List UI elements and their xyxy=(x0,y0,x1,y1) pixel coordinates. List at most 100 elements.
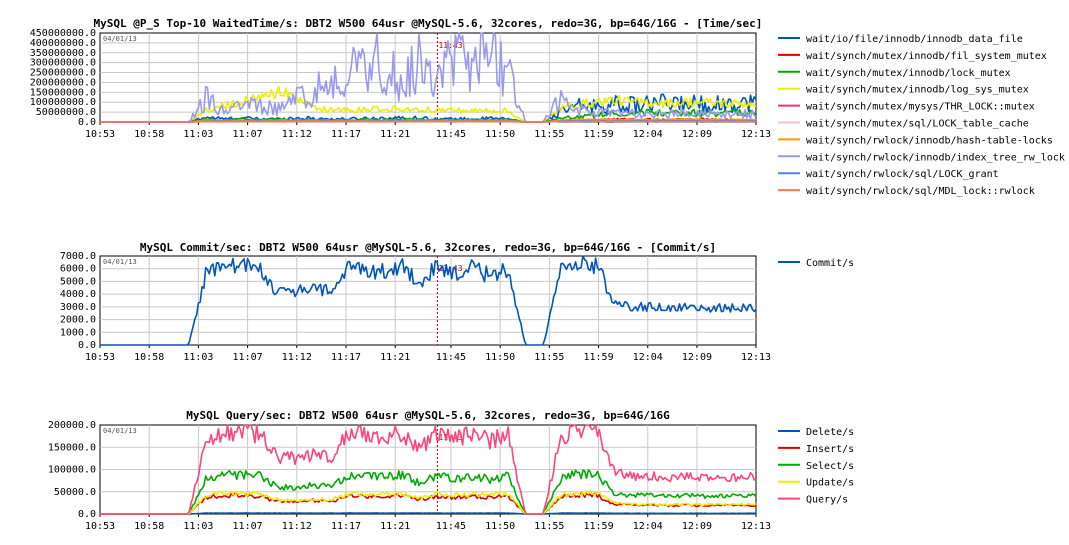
series-line xyxy=(100,85,757,123)
legend-label: wait/synch/rwlock/innodb/index_tree_rw_l… xyxy=(806,152,1065,163)
y-tick-label: 0.0 xyxy=(78,117,96,128)
legend-label: wait/synch/mutex/mysys/THR_LOCK::mutex xyxy=(806,102,1035,113)
x-tick-label: 10:58 xyxy=(134,352,164,363)
x-tick-label: 11:03 xyxy=(183,521,213,532)
chart-1: MySQL @P_S Top-10 WaitedTime/s: DBT2 W50… xyxy=(30,17,1065,197)
y-tick-label: 100000000.0 xyxy=(30,97,96,108)
legend-label: Query/s xyxy=(806,495,848,506)
x-tick-label: 11:45 xyxy=(436,352,466,363)
legend-label: Commit/s xyxy=(806,258,854,269)
x-tick-label: 11:50 xyxy=(485,129,515,140)
x-tick-label: 10:53 xyxy=(85,352,115,363)
legend-label: wait/synch/mutex/sql/LOCK_table_cache xyxy=(806,119,1029,130)
y-tick-label: 4000.0 xyxy=(60,289,96,300)
y-tick-label: 150000.0 xyxy=(48,442,96,453)
chart-2: MySQL Commit/sec: DBT2 W500 64usr @MySQL… xyxy=(60,241,854,363)
x-tick-label: 10:58 xyxy=(134,129,164,140)
y-tick-label: 200000.0 xyxy=(48,420,96,431)
series-line xyxy=(100,490,757,515)
x-tick-label: 10:53 xyxy=(85,129,115,140)
y-tick-label: 300000000.0 xyxy=(30,58,96,69)
x-tick-label: 11:17 xyxy=(331,129,361,140)
y-tick-label: 350000000.0 xyxy=(30,48,96,59)
x-tick-label: 12:13 xyxy=(741,352,771,363)
y-tick-label: 5000.0 xyxy=(60,276,96,287)
x-tick-label: 11:45 xyxy=(436,129,466,140)
x-tick-label: 11:45 xyxy=(436,521,466,532)
y-tick-label: 150000000.0 xyxy=(30,87,96,98)
x-tick-label: 12:04 xyxy=(633,521,663,532)
series-line xyxy=(100,512,757,515)
x-tick-label: 11:17 xyxy=(331,521,361,532)
series-line xyxy=(100,118,757,123)
x-tick-label: 12:04 xyxy=(633,129,663,140)
y-tick-label: 200000000.0 xyxy=(30,77,96,88)
legend-label: Delete/s xyxy=(806,427,854,438)
legend-label: wait/synch/mutex/innodb/log_sys_mutex xyxy=(806,85,1029,96)
legend-label: wait/synch/mutex/innodb/lock_mutex xyxy=(806,68,1011,79)
y-tick-label: 1000.0 xyxy=(60,327,96,338)
date-label: 04/01/13 xyxy=(103,258,137,266)
y-tick-label: 7000.0 xyxy=(60,251,96,262)
x-tick-label: 11:21 xyxy=(380,521,410,532)
legend-label: Update/s xyxy=(806,478,854,489)
x-tick-label: 11:12 xyxy=(282,352,312,363)
y-tick-label: 50000000.0 xyxy=(36,107,96,118)
series-line xyxy=(100,492,757,515)
chart-title: MySQL @P_S Top-10 WaitedTime/s: DBT2 W50… xyxy=(94,17,763,30)
x-tick-label: 11:03 xyxy=(183,129,213,140)
x-tick-label: 11:03 xyxy=(183,352,213,363)
series-line xyxy=(100,469,757,515)
x-tick-label: 11:07 xyxy=(233,129,263,140)
x-tick-label: 12:04 xyxy=(633,352,663,363)
date-label: 04/01/13 xyxy=(103,427,137,435)
x-tick-label: 11:59 xyxy=(584,129,614,140)
series-line xyxy=(100,32,757,123)
x-tick-label: 11:55 xyxy=(534,521,564,532)
x-tick-label: 11:59 xyxy=(584,352,614,363)
legend-label: wait/synch/rwlock/sql/MDL_lock::rwlock xyxy=(806,186,1035,197)
x-tick-label: 11:55 xyxy=(534,129,564,140)
y-tick-label: 0.0 xyxy=(78,509,96,520)
x-tick-label: 10:58 xyxy=(134,521,164,532)
y-tick-label: 0.0 xyxy=(78,340,96,351)
legend-label: Insert/s xyxy=(806,444,854,455)
x-tick-label: 11:12 xyxy=(282,129,312,140)
series-line xyxy=(100,424,757,515)
x-tick-label: 11:55 xyxy=(534,352,564,363)
chart-title: MySQL Query/sec: DBT2 W500 64usr @MySQL-… xyxy=(186,409,670,422)
x-tick-label: 11:21 xyxy=(380,352,410,363)
x-tick-label: 12:09 xyxy=(682,129,712,140)
x-tick-label: 12:13 xyxy=(741,129,771,140)
x-tick-label: 11:50 xyxy=(485,352,515,363)
y-tick-label: 50000.0 xyxy=(54,487,96,498)
series-line xyxy=(100,120,756,123)
x-tick-label: 12:09 xyxy=(682,352,712,363)
x-tick-label: 11:07 xyxy=(233,521,263,532)
y-tick-label: 450000000.0 xyxy=(30,28,96,39)
y-tick-label: 2000.0 xyxy=(60,315,96,326)
x-tick-label: 11:07 xyxy=(233,352,263,363)
x-tick-label: 11:17 xyxy=(331,352,361,363)
x-tick-label: 11:12 xyxy=(282,521,312,532)
x-tick-label: 12:09 xyxy=(682,521,712,532)
chart-3: MySQL Query/sec: DBT2 W500 64usr @MySQL-… xyxy=(48,409,854,532)
y-tick-label: 3000.0 xyxy=(60,302,96,313)
x-tick-label: 10:53 xyxy=(85,521,115,532)
legend-label: Select/s xyxy=(806,461,854,472)
x-tick-label: 11:50 xyxy=(485,521,515,532)
chart-title: MySQL Commit/sec: DBT2 W500 64usr @MySQL… xyxy=(140,241,716,254)
y-tick-label: 100000.0 xyxy=(48,465,96,476)
x-tick-label: 11:21 xyxy=(380,129,410,140)
x-tick-label: 11:59 xyxy=(584,521,614,532)
legend-label: wait/io/file/innodb/innodb_data_file xyxy=(806,34,1023,45)
y-tick-label: 400000000.0 xyxy=(30,38,96,49)
y-tick-label: 250000000.0 xyxy=(30,68,96,79)
restart-marker-label: 11:43 xyxy=(438,41,462,50)
series-line xyxy=(100,255,757,346)
y-tick-label: 6000.0 xyxy=(60,264,96,275)
legend-label: wait/synch/rwlock/innodb/hash-table-lock… xyxy=(806,135,1053,146)
x-tick-label: 12:13 xyxy=(741,521,771,532)
legend-label: wait/synch/rwlock/sql/LOCK_grant xyxy=(806,169,999,180)
